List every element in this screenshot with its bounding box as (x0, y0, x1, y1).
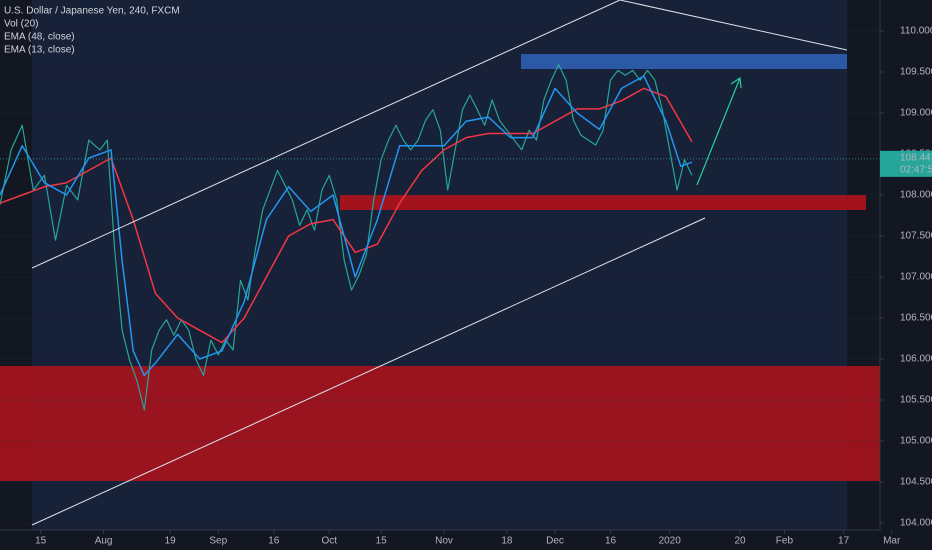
countdown-label: 02:47:51 (900, 164, 932, 175)
last-price-box (880, 150, 932, 177)
y-tick-label: 106.500 (900, 313, 932, 324)
channel-lower-line (31, 217, 706, 526)
chart-title: U.S. Dollar / Japanese Yen, 240, FXCM (4, 6, 180, 17)
y-tick-label: 110.000 (900, 26, 932, 37)
plot-area (0, 30, 880, 524)
y-tick-label: 107.000 (900, 272, 932, 283)
legend: U.S. Dollar / Japanese Yen, 240, FXCM Vo… (4, 6, 180, 56)
channel-upper-line (31, 0, 621, 269)
x-tick-label: 18 (501, 536, 513, 547)
y-tick-label: 109.500 (900, 67, 932, 78)
x-tick-label: 17 (838, 536, 850, 547)
x-tick-label: 16 (605, 536, 617, 547)
y-tick-label: 108.000 (900, 190, 932, 201)
trend-line (619, 0, 848, 51)
x-tick-label: 19 (165, 536, 177, 547)
legend-entry: EMA (48, close) (4, 32, 75, 43)
x-tick-label: 20 (734, 536, 746, 547)
x-tick-label: Mar (883, 536, 901, 547)
legend-entry: EMA (13, close) (4, 45, 75, 56)
x-tick-label: 15 (376, 536, 388, 547)
y-tick-label: 104.000 (900, 518, 932, 529)
ema-line (0, 75, 693, 377)
x-tick-label: Nov (435, 536, 453, 547)
x-tick-label: Dec (546, 536, 564, 547)
projection-arrow (696, 77, 741, 186)
last-price-label: 108.441 (900, 152, 932, 163)
x-tick-label: 15 (35, 536, 47, 547)
x-tick-label: Aug (95, 536, 113, 547)
indicator-label: Vol (20) (4, 19, 38, 30)
demand-zone (0, 366, 880, 481)
time-axis (0, 530, 932, 550)
y-tick-label: 105.500 (900, 395, 932, 406)
support-zone (340, 195, 866, 210)
price-line (0, 63, 693, 411)
x-tick-label: 2020 (659, 536, 682, 547)
x-tick-label: Oct (322, 536, 338, 547)
price-axis (880, 0, 932, 550)
x-tick-label: 16 (268, 536, 280, 547)
y-tick-label: 106.000 (900, 354, 932, 365)
y-tick-label: 107.500 (900, 231, 932, 242)
y-tick-label: 105.000 (900, 436, 932, 447)
x-tick-label: Feb (776, 536, 794, 547)
arrow-head (730, 76, 742, 89)
x-tick-label: Sep (209, 536, 227, 547)
y-tick-label: 104.500 (900, 477, 932, 488)
y-tick-label: 109.000 (900, 108, 932, 119)
resistance-zone (521, 54, 847, 69)
